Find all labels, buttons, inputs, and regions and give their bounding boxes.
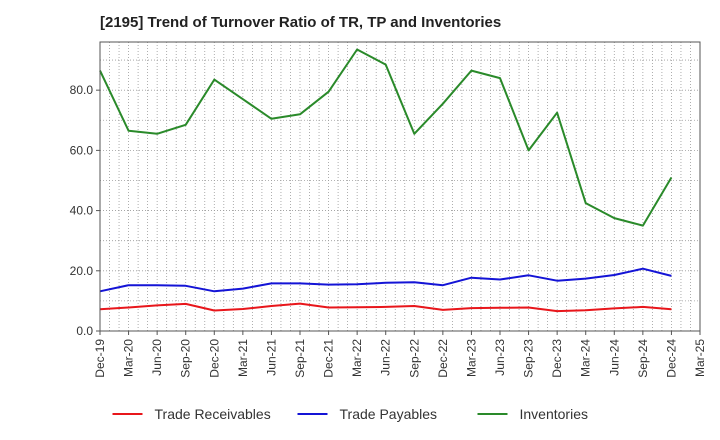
x-tick-label: Mar-24: [579, 339, 593, 377]
x-tick-label: Dec-20: [207, 339, 221, 378]
series-line-trade-payables: [99, 267, 672, 293]
series-line-inventories: [99, 48, 673, 227]
chart-title: [2195] Trend of Turnover Ratio of TR, TP…: [100, 14, 502, 31]
x-tick-label: Mar-20: [122, 339, 136, 377]
x-tick-label: Jun-24: [607, 339, 621, 376]
x-tick-label: Jun-20: [150, 339, 164, 376]
x-tick-label: Sep-23: [522, 339, 536, 378]
x-tick-label: Dec-22: [436, 339, 450, 378]
plot-frame: [99, 41, 701, 332]
x-tick-label: Mar-22: [350, 339, 364, 377]
x-tick-label: Mar-25: [693, 339, 707, 377]
legend-label-inventories: Inventories: [520, 406, 588, 422]
legend-label-trade-payables: Trade Payables: [340, 406, 438, 422]
legend-label-trade-receivables: Trade Receivables: [155, 406, 271, 422]
axis-layer: 0.0 20.0 40.0 60.0 80.0 Dec-19 Mar-20 Jun-20 Sep…: [70, 41, 707, 378]
x-tick-label: Sep-21: [293, 339, 307, 378]
y-tick-label: 40.0: [70, 204, 94, 218]
x-tick-label: Mar-23: [464, 339, 478, 377]
y-tick-label: 60.0: [70, 143, 94, 157]
x-tick-label: Dec-24: [664, 339, 678, 378]
y-tick-label: 80.0: [70, 83, 94, 97]
x-tick-label: Dec-19: [93, 339, 107, 378]
x-tick-label: Sep-24: [636, 339, 650, 378]
legend-layer: Trade Receivables Trade Payables Inventori…: [112, 406, 588, 422]
x-tick-label: Jun-22: [379, 339, 393, 376]
x-tick-label: Sep-20: [179, 339, 193, 378]
y-tick-label: 0.0: [76, 324, 93, 338]
x-tick-label: Mar-21: [236, 339, 250, 377]
x-tick-label: Jun-23: [493, 339, 507, 376]
series-layer: [99, 48, 673, 313]
y-tick-label: 20.0: [70, 264, 94, 278]
x-tick-label: Jun-21: [264, 339, 278, 376]
series-line-trade-receivables: [99, 302, 672, 313]
x-tick-label: Sep-22: [407, 339, 421, 378]
x-tick-label: Dec-21: [322, 339, 336, 378]
x-tick-label: Dec-23: [550, 339, 564, 378]
grid-layer: [99, 42, 701, 331]
